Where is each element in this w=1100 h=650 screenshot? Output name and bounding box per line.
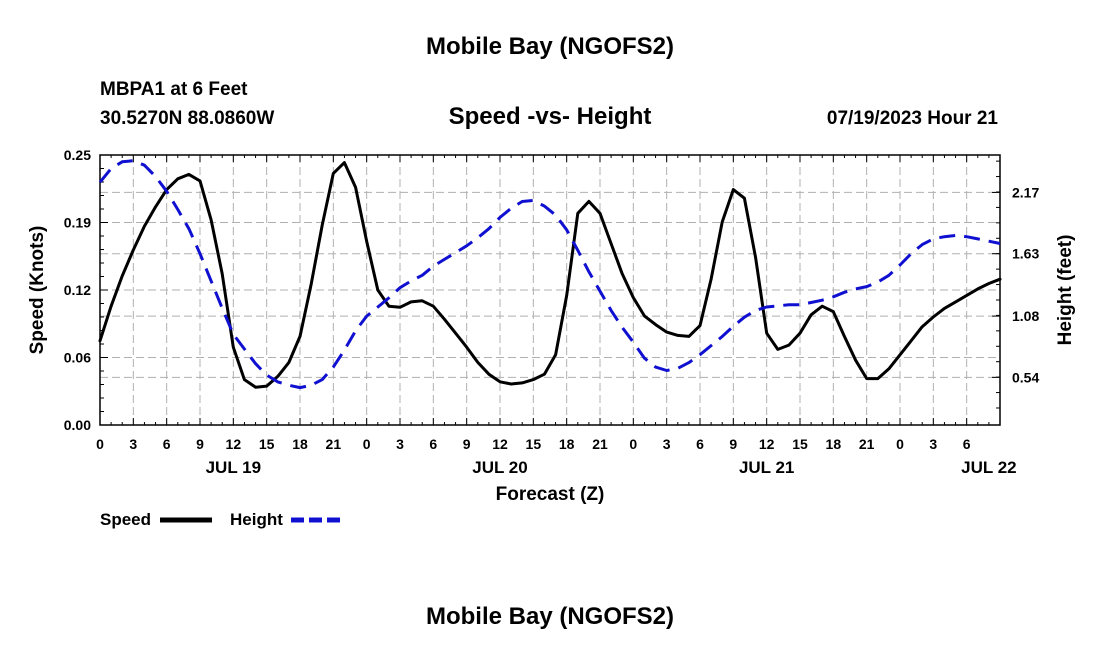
x-tick-label: 15 [792, 436, 808, 452]
x-tick-label: 0 [629, 436, 637, 452]
y-tick-label: 0.06 [64, 350, 91, 366]
y2-tick-label: 2.17 [1012, 184, 1039, 200]
x-tick-label: 15 [526, 436, 542, 452]
x-tick-label: 6 [696, 436, 704, 452]
x-tick-label: 21 [326, 436, 342, 452]
x-tick-label: 12 [226, 436, 242, 452]
legend-speed-label: Speed [100, 510, 151, 529]
grid-lines [100, 155, 1000, 425]
y-axis-title: Speed (Knots) [27, 226, 48, 355]
date-label: JUL 19 [206, 458, 261, 477]
x-tick-label: 3 [663, 436, 671, 452]
y2-axis-title: Height (feet) [1055, 235, 1076, 346]
x-tick-label: 6 [163, 436, 171, 452]
x-axis-title: Forecast (Z) [496, 484, 605, 505]
x-tick-label: 9 [463, 436, 471, 452]
page-title: Mobile Bay (NGOFS2) [426, 33, 674, 60]
height-series-line [98, 159, 1001, 390]
forecast-date: 07/19/2023 Hour 21 [827, 108, 999, 129]
x-tick-label: 21 [592, 436, 608, 452]
x-tick-label: 12 [759, 436, 775, 452]
y2-tick-label: 0.54 [1012, 369, 1039, 385]
x-tick-label: 15 [259, 436, 275, 452]
x-tick-label: 0 [363, 436, 371, 452]
x-tick-label: 9 [196, 436, 204, 452]
x-tick-label: 3 [929, 436, 937, 452]
x-tick-label: 12 [492, 436, 508, 452]
x-tick-label: 21 [859, 436, 875, 452]
station-label: MBPA1 at 6 Feet [100, 79, 248, 100]
y2-tick-label: 1.63 [1012, 246, 1039, 262]
y-tick-label: 0.19 [64, 215, 91, 231]
y-tick-label: 0.25 [64, 147, 91, 163]
y-tick-label: 0.12 [64, 282, 91, 298]
x-tick-label: 0 [896, 436, 904, 452]
x-tick-label: 18 [292, 436, 308, 452]
y2-tick-label: 1.08 [1012, 308, 1039, 324]
date-label: JUL 22 [961, 458, 1016, 477]
tick-labels: 0 3 6 9 12 15 18 21 0 3 6 9 12 15 18 21 0 3 6 9 12 15 18 21 0 3 6 0… [64, 147, 1040, 477]
tick-marks [99, 154, 1001, 426]
chart-subtitle: Speed -vs- Height [449, 103, 652, 130]
x-tick-label: 18 [559, 436, 575, 452]
coordinates-label: 30.5270N 88.0860W [100, 108, 274, 129]
x-tick-label: 0 [96, 436, 104, 452]
x-tick-label: 3 [396, 436, 404, 452]
x-tick-label: 9 [729, 436, 737, 452]
speed-series-line [98, 161, 1002, 389]
y-tick-label: 0.00 [64, 417, 91, 433]
legend-height-label: Height [230, 510, 283, 529]
footer-title: Mobile Bay (NGOFS2) [426, 603, 674, 630]
x-tick-label: 6 [429, 436, 437, 452]
date-label: JUL 20 [472, 458, 527, 477]
series-lines [98, 159, 1002, 390]
legend: Speed Height [100, 510, 343, 529]
x-tick-label: 6 [963, 436, 971, 452]
x-tick-label: 3 [129, 436, 137, 452]
date-label: JUL 21 [739, 458, 794, 477]
x-tick-label: 18 [826, 436, 842, 452]
